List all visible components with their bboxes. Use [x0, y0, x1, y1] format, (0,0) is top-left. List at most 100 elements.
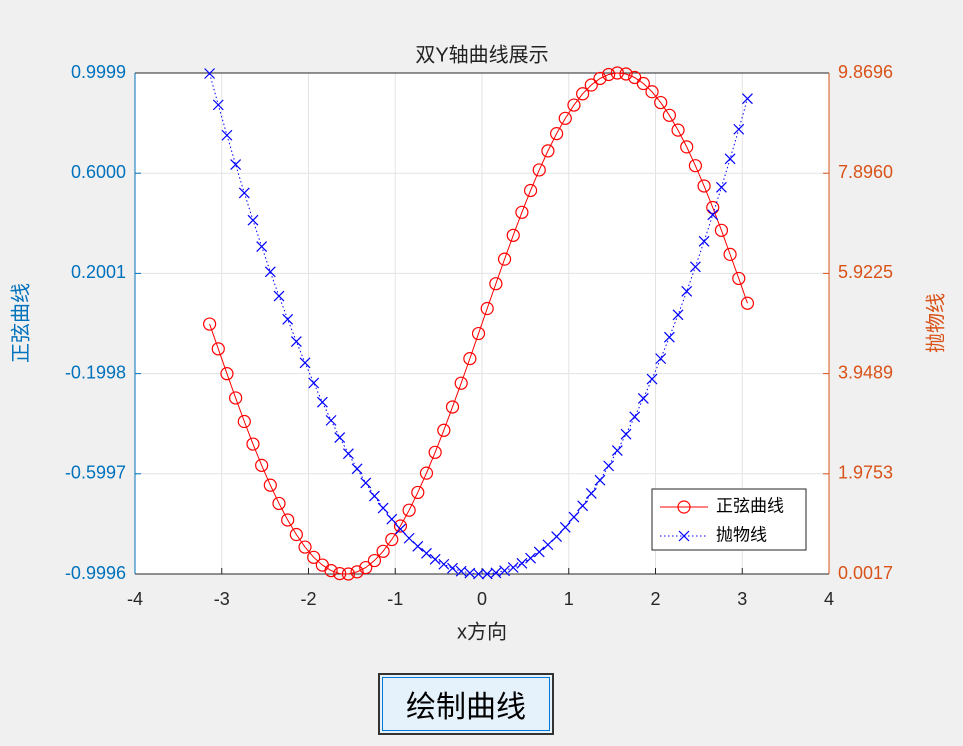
marker-x	[473, 568, 484, 580]
y-tick-label: -0.9996	[65, 563, 126, 583]
marker-circle	[272, 496, 286, 511]
marker-x	[663, 331, 675, 343]
marker-circle	[471, 326, 486, 341]
y2-tick-label: 5.9225	[838, 262, 893, 282]
marker-x	[403, 532, 415, 544]
legend-box	[651, 488, 807, 551]
marker-x	[221, 129, 233, 141]
x-tick-label: 2	[650, 589, 660, 609]
marker-circle	[662, 108, 676, 122]
marker-circle	[255, 458, 269, 472]
marker-circle	[367, 553, 382, 568]
marker-x	[733, 123, 745, 135]
marker-circle	[619, 67, 633, 81]
y2-tick-label: 9.8696	[838, 62, 893, 82]
marker-circle	[419, 466, 434, 480]
marker-x	[238, 187, 250, 199]
marker-x	[629, 411, 641, 423]
marker-circle	[506, 228, 520, 242]
marker-x	[290, 336, 302, 348]
marker-circle	[515, 205, 529, 219]
marker-x	[490, 567, 502, 579]
y-tick-label: -0.5997	[65, 463, 126, 483]
marker-x	[525, 552, 537, 564]
marker-x	[264, 266, 276, 278]
marker-x	[577, 500, 589, 512]
marker-x	[594, 474, 606, 486]
marker-x	[386, 513, 398, 525]
marker-x	[603, 460, 615, 472]
marker-x	[429, 553, 441, 565]
marker-x	[724, 153, 736, 165]
marker-x	[481, 568, 493, 580]
series-line	[209, 72, 748, 575]
marker-circle	[289, 527, 303, 542]
y2-tick-label: 7.8960	[838, 162, 893, 182]
marker-x	[421, 547, 432, 559]
marker-circle	[697, 179, 711, 193]
marker-circle	[636, 76, 650, 91]
y-axis-label: 正弦曲线	[9, 283, 32, 363]
marker-x	[698, 235, 710, 247]
marker-x	[360, 477, 372, 489]
marker-circle	[523, 183, 538, 198]
marker-x	[559, 521, 571, 533]
marker-circle	[237, 414, 251, 429]
marker-circle	[229, 391, 243, 405]
marker-x	[395, 523, 406, 535]
marker-x	[351, 463, 363, 475]
draw-button[interactable]: 绘制曲线	[378, 673, 554, 735]
marker-circle	[376, 544, 390, 558]
x-tick-label: 3	[737, 589, 747, 609]
marker-circle	[350, 565, 364, 579]
marker-x	[655, 353, 667, 365]
marker-circle	[671, 123, 685, 137]
marker-x	[707, 209, 719, 221]
marker-circle	[359, 560, 373, 575]
marker-x	[455, 565, 467, 577]
y-tick-label: 0.2001	[71, 262, 126, 282]
marker-circle	[541, 144, 555, 158]
marker-circle	[688, 159, 703, 173]
marker-circle	[576, 87, 590, 101]
marker-circle	[298, 540, 312, 554]
marker-x	[334, 432, 346, 443]
marker-circle	[402, 503, 416, 517]
marker-circle	[385, 532, 399, 547]
marker-x	[637, 393, 649, 404]
marker-circle	[550, 127, 564, 141]
marker-circle	[645, 85, 659, 99]
marker-x	[369, 490, 380, 502]
marker-circle	[610, 66, 624, 80]
marker-x	[499, 565, 510, 577]
marker-x	[551, 531, 563, 542]
marker-x	[412, 540, 424, 552]
marker-x	[516, 557, 528, 569]
marker-circle	[723, 247, 737, 261]
marker-circle	[324, 563, 338, 578]
legend-marker	[678, 530, 690, 542]
marker-x	[325, 414, 337, 426]
marker-x	[377, 502, 389, 514]
x-tick-label: -3	[214, 589, 230, 609]
marker-x	[273, 290, 285, 302]
marker-circle	[489, 277, 503, 291]
y-tick-label: 0.9999	[71, 62, 126, 82]
y-tick-label: 0.6000	[71, 162, 126, 182]
marker-circle	[463, 352, 477, 366]
marker-x	[620, 428, 632, 440]
marker-circle	[246, 437, 260, 451]
marker-x	[204, 68, 216, 79]
chart-title: 双Y轴曲线展示	[415, 43, 548, 66]
marker-circle	[532, 163, 546, 177]
marker-x	[212, 99, 224, 111]
marker-circle	[220, 367, 234, 381]
marker-circle	[680, 140, 694, 154]
marker-circle	[567, 98, 581, 112]
x-tick-label: 0	[477, 589, 487, 609]
marker-x	[316, 396, 328, 408]
marker-x	[438, 558, 450, 570]
y2-axis-label: 抛物线	[924, 293, 947, 353]
x-tick-label: -2	[300, 589, 316, 609]
